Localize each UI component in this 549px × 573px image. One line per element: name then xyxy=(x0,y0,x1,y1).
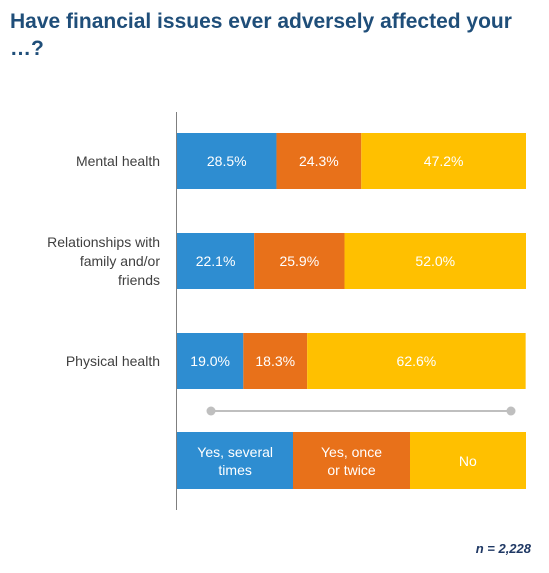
bar-segment-mental-health-several-times xyxy=(177,133,277,189)
category-label-physical-health: Physical health xyxy=(66,353,160,369)
data-label-physical-health-several-times: 19.0% xyxy=(190,353,230,369)
bar-segment-physical-health-no xyxy=(307,333,526,389)
data-label-relationships-several-times: 22.1% xyxy=(196,253,236,269)
data-label-physical-health-no: 62.6% xyxy=(397,353,437,369)
category-label-relationships: Relationships with family and/or friends xyxy=(47,234,160,288)
data-label-physical-health-once-or-twice: 18.3% xyxy=(255,353,295,369)
chart-title: Have financial issues ever adversely aff… xyxy=(10,10,512,60)
legend-label-no: No xyxy=(458,452,477,469)
legend-slider xyxy=(206,406,516,416)
legend-slider-right-handle xyxy=(506,406,516,416)
legend-item-once-or-twice: Yes, once or twice xyxy=(293,432,410,489)
bar-segment-physical-health-several-times xyxy=(177,333,244,389)
bar-segment-mental-health-once-or-twice xyxy=(276,133,362,189)
bar-segment-physical-health-once-or-twice xyxy=(243,333,308,389)
category-label-mental-health: Mental health xyxy=(76,153,160,169)
bar-segment-relationships-several-times xyxy=(177,233,255,289)
legend-label-several-times: Yes, several times xyxy=(197,443,274,478)
sample-size-note: n = 2,228 xyxy=(475,541,531,556)
data-label-mental-health-no: 47.2% xyxy=(424,153,464,169)
data-label-mental-health-once-or-twice: 24.3% xyxy=(299,153,339,169)
bar-segment-relationships-once-or-twice xyxy=(254,233,345,289)
bars-layer: Mental health 28.5% 24.3% 47.2% Relationship… xyxy=(47,133,526,389)
data-label-relationships-once-or-twice: 25.9% xyxy=(279,253,319,269)
data-label-relationships-no: 52.0% xyxy=(415,253,455,269)
legend-slider-left-handle xyxy=(206,406,216,416)
data-label-mental-health-several-times: 28.5% xyxy=(207,153,247,169)
legend-label-once-or-twice: Yes, once or twice xyxy=(321,443,382,478)
legend-item-no: No xyxy=(409,432,526,489)
bar-segment-mental-health-no xyxy=(361,133,526,189)
legend-item-several-times: Yes, several times xyxy=(177,432,294,489)
bar-segment-relationships-no xyxy=(344,233,526,289)
